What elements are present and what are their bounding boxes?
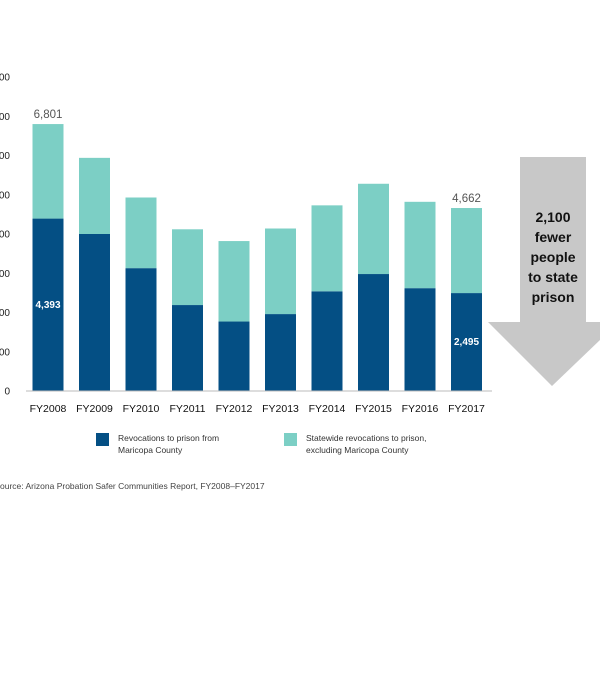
bar-statewide [265,228,296,315]
x-tick-label: FY2016 [402,403,439,415]
bar-maricopa [265,314,296,391]
y-tick-label: 000 [0,112,10,123]
y-tick-label: 000 [0,308,10,319]
legend: Revocations to prison from Maricopa Coun… [96,432,516,462]
y-tick-label: 000 [0,230,10,241]
legend-label-maricopa: Revocations to prison from Maricopa Coun… [118,433,220,455]
bar-statewide [218,241,250,322]
bar-maricopa [404,288,436,391]
x-tick-label: FY2010 [123,403,160,415]
legend-swatch-statewide [284,433,297,446]
bar-maricopa [218,321,250,391]
y-tick-label: 000 [0,73,10,84]
total-label: 6,801 [34,109,63,121]
bar-maricopa [79,234,110,391]
legend-label-statewide: Statewide revocations to prison, excludi… [306,433,427,455]
arrow-text-line: to state [528,269,578,285]
legend-swatch-maricopa [96,433,109,446]
y-tick-label: 0 [4,387,10,398]
bar-maricopa [172,305,203,391]
bar-statewide [125,197,157,269]
bar-maricopa [358,274,389,391]
inner-value-label: 4,393 [35,300,60,311]
y-tick-label: 000 [0,347,10,358]
y-tick-label: 000 [0,190,10,201]
x-tick-label: FY2017 [448,403,485,415]
data-labels: 6,801 4,662 4,393 2,495 [34,109,481,348]
bars [32,124,482,391]
arrow-text-line: prison [532,289,575,305]
x-tick-label: FY2011 [170,403,206,415]
down-arrow-icon [488,157,600,386]
arrow-text-line: fewer [535,229,572,245]
x-tick-label: FY2014 [309,403,346,415]
bar-maricopa [451,293,482,391]
arrow-text-line: people [530,249,575,265]
bar-statewide [79,157,110,234]
legend-item-maricopa: Revocations to prison from Maricopa Coun… [96,432,248,456]
x-tick-label: FY2009 [76,403,113,415]
bar-maricopa [311,291,343,391]
bar-statewide [404,201,436,289]
x-tick-label: FY2015 [355,403,392,415]
x-tick-label: FY2008 [30,403,67,415]
bar-statewide [311,205,343,292]
x-axis: FY2008 FY2009 FY2010 FY2011 FY2012 FY2013 FY20… [26,390,492,415]
x-tick-label: FY2012 [216,403,253,415]
arrow-text-line: 2,100 [535,209,570,225]
bar-statewide [32,124,64,219]
bar-statewide [358,183,389,275]
total-label: 4,662 [452,193,481,205]
inner-value-label: 2,495 [454,337,479,348]
reduction-arrow: 2,100 fewer people to state prison [488,157,600,386]
bar-maricopa [125,268,157,391]
legend-item-statewide: Statewide revocations to prison, excludi… [284,432,436,456]
source-note: ource: Arizona Probation Safer Communiti… [0,481,265,491]
y-axis: 0000000000000000000000000 [0,73,10,398]
y-tick-label: 000 [0,269,10,280]
bar-statewide [172,229,203,306]
bar-maricopa [32,218,64,391]
bar-statewide [451,208,482,294]
y-tick-label: 000 [0,151,10,162]
x-tick-label: FY2013 [262,403,299,415]
